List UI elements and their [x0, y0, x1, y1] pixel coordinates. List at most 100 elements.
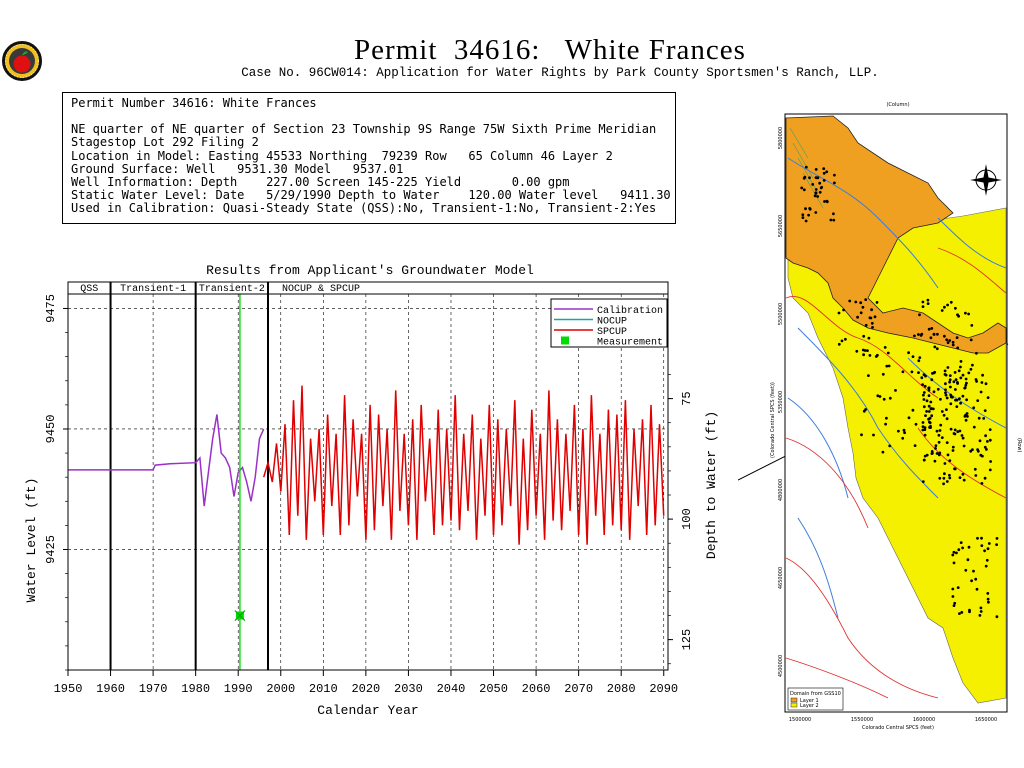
well-marker — [940, 309, 944, 312]
well-marker — [945, 396, 949, 400]
well-marker — [958, 612, 961, 615]
well-marker — [959, 360, 963, 363]
x-tick-label: 2030 — [394, 682, 423, 696]
well-marker — [974, 474, 978, 477]
well-marker — [974, 577, 978, 581]
well-marker — [935, 347, 939, 351]
map-top-axis-label: (Column) — [886, 102, 909, 108]
well-marker — [930, 327, 934, 330]
well-marker — [922, 391, 926, 394]
well-marker — [869, 316, 873, 320]
well-marker — [986, 597, 990, 601]
well-marker — [921, 480, 925, 483]
well-marker — [972, 569, 975, 573]
well-marker — [910, 370, 914, 374]
well-marker — [876, 394, 880, 398]
well-marker — [808, 207, 812, 210]
map-bottom-axis-label: Colorado Central SPCS (feet) — [862, 725, 934, 731]
well-marker — [825, 199, 829, 203]
north-arrow-icon — [970, 164, 1002, 196]
well-marker — [924, 414, 927, 417]
well-marker — [917, 333, 920, 336]
info-ground-surface: Ground Surface: Well 9531.30 Model 9537.… — [71, 161, 404, 176]
well-marker — [885, 416, 888, 420]
map-bottom-tick-label: 1550000 — [851, 717, 873, 723]
layer1-region — [785, 115, 1007, 354]
legend-swatch-layer2 — [790, 702, 798, 708]
well-marker — [943, 305, 946, 309]
well-marker — [995, 543, 998, 546]
plot-frame — [67, 281, 669, 671]
map-bottom-tick-label: 1650000 — [975, 717, 997, 723]
well-marker — [913, 444, 917, 447]
map-left-tick-label: 4650000 — [778, 567, 784, 589]
well-marker — [929, 336, 933, 340]
well-marker — [984, 382, 988, 386]
well-marker — [882, 397, 886, 401]
well-marker — [800, 186, 804, 190]
legend-label-nocup: NOCUP — [597, 317, 627, 328]
well-marker — [956, 430, 960, 433]
road-lines — [785, 247, 1007, 699]
well-marker — [960, 434, 964, 437]
x-tick-label: 2010 — [309, 682, 338, 696]
well-marker — [872, 433, 875, 437]
chart-legend-box — [550, 298, 668, 348]
well-marker — [814, 191, 818, 195]
well-marker — [818, 181, 822, 185]
map-left-tick-label: 4500000 — [778, 655, 784, 677]
well-marker — [967, 545, 971, 549]
well-marker — [952, 561, 956, 565]
hatched-area — [789, 127, 824, 209]
well-marker — [927, 327, 931, 331]
well-marker — [864, 298, 868, 301]
well-marker — [859, 301, 863, 305]
well-marker — [932, 332, 936, 336]
well-marker — [960, 611, 964, 614]
well-marker — [962, 444, 966, 448]
period-label: Transient-1 — [120, 283, 186, 295]
well-marker — [980, 381, 984, 384]
well-marker — [965, 381, 968, 385]
x-tick-label: 2090 — [649, 682, 678, 696]
well-marker — [959, 541, 963, 544]
map-left-tick-label: 5800000 — [778, 127, 784, 149]
map-left-tick-label: 5350000 — [778, 391, 784, 413]
well-marker — [945, 441, 949, 444]
info-calibration-usage: Used in Calibration: Quasi-Steady State … — [71, 201, 657, 216]
well-marker — [907, 351, 910, 355]
well-marker — [921, 300, 925, 304]
well-marker — [871, 326, 874, 329]
well-marker — [922, 458, 926, 462]
well-marker — [945, 338, 949, 342]
well-marker — [948, 378, 952, 382]
well-marker — [980, 536, 983, 540]
well-marker — [885, 364, 889, 368]
well-marker — [936, 387, 940, 391]
well-marker — [855, 349, 859, 353]
well-marker — [927, 386, 931, 390]
well-marker — [955, 551, 958, 555]
y2-tick-label: 125 — [680, 629, 694, 651]
well-marker — [949, 300, 953, 304]
well-marker — [969, 367, 973, 371]
y-tick-label: 9450 — [44, 415, 58, 444]
well-marker — [888, 396, 892, 400]
well-marker — [987, 600, 990, 604]
well-marker — [944, 393, 948, 397]
well-marker — [917, 359, 921, 363]
well-marker — [878, 395, 882, 398]
well-marker — [930, 414, 934, 418]
well-marker — [972, 425, 976, 429]
well-marker — [870, 321, 874, 325]
well-marker — [962, 478, 966, 482]
well-marker — [951, 445, 955, 449]
well-marker — [957, 369, 961, 373]
well-marker — [983, 409, 987, 412]
y-tick-label: 9475 — [44, 294, 58, 323]
map-left-tick-label: 5650000 — [778, 215, 784, 237]
well-marker — [911, 408, 915, 412]
well-marker — [980, 544, 984, 547]
well-marker — [888, 444, 892, 448]
well-marker — [922, 393, 925, 397]
